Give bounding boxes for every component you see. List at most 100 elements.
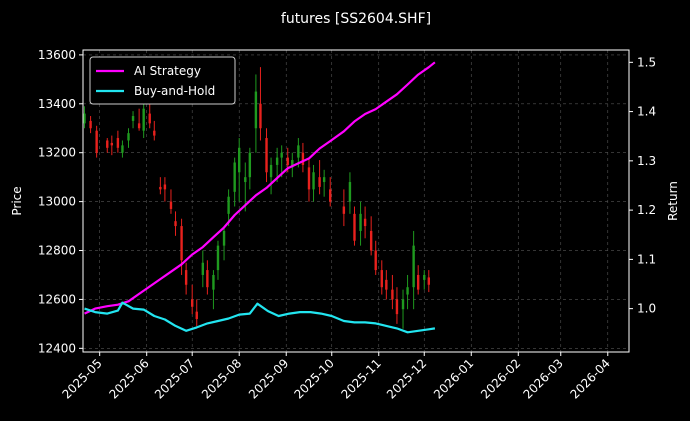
candle xyxy=(148,103,151,129)
candle xyxy=(233,157,236,207)
candle-body xyxy=(127,133,130,141)
candle-body xyxy=(265,138,268,173)
candle xyxy=(342,189,346,227)
candle-body xyxy=(121,145,124,153)
candle xyxy=(110,135,114,156)
candle-body xyxy=(395,299,399,315)
candle xyxy=(238,138,241,202)
candle-body xyxy=(191,299,194,307)
chart-title: futures [SS2604.SHF] xyxy=(281,11,431,27)
y-right-tick-label: 1.3 xyxy=(637,154,656,168)
y-right-tick-label: 1.5 xyxy=(637,55,656,69)
candle-body xyxy=(412,245,415,288)
y-left-tick-label: 12400 xyxy=(38,341,76,355)
candle-body xyxy=(137,123,141,129)
candle xyxy=(254,74,258,153)
candle-body xyxy=(238,147,241,173)
candle-body xyxy=(142,108,145,131)
candle-body xyxy=(206,270,209,288)
candle xyxy=(395,287,399,324)
candle xyxy=(222,226,226,261)
candle-body xyxy=(212,274,215,290)
candle xyxy=(423,270,426,290)
buy-and-holdline xyxy=(84,301,436,334)
candle-body xyxy=(353,213,356,241)
y-right-tick-label: 1.2 xyxy=(637,203,656,217)
candle-body xyxy=(380,270,383,288)
candle-body xyxy=(369,230,373,251)
candle xyxy=(385,270,388,300)
candle xyxy=(374,240,377,275)
candle-body xyxy=(385,279,388,290)
ai-strategyline xyxy=(84,61,436,315)
candle xyxy=(322,169,326,197)
candle-body xyxy=(201,262,205,275)
candle xyxy=(359,201,362,246)
candle xyxy=(307,157,311,202)
candle xyxy=(116,130,120,153)
candle xyxy=(195,299,198,327)
candle xyxy=(269,157,273,195)
candle-body xyxy=(348,182,352,202)
y-axis-left: 12400 12600 12800 13000 13200 13400 13600 xyxy=(38,48,83,355)
candle-body xyxy=(406,287,409,295)
candle-body xyxy=(416,274,420,290)
candle-body xyxy=(131,116,135,121)
y-axis-left-label: Price xyxy=(10,186,24,215)
legend-label: Buy-and-Hold xyxy=(134,84,215,98)
candle-body xyxy=(275,157,279,165)
candle xyxy=(163,177,167,202)
legend-label: AI Strategy xyxy=(134,64,201,78)
candle-body xyxy=(374,250,377,271)
candle-body xyxy=(153,130,156,136)
candle xyxy=(427,270,430,293)
y-left-tick-label: 13200 xyxy=(38,146,76,160)
candle-body xyxy=(312,172,315,190)
y-right-tick-label: 1.4 xyxy=(637,105,656,119)
y-left-tick-label: 13000 xyxy=(38,195,76,209)
candle xyxy=(244,162,247,212)
candle xyxy=(206,260,209,295)
candle-body xyxy=(148,113,151,124)
candle xyxy=(83,106,86,129)
plot-frame xyxy=(82,49,630,353)
candle-body xyxy=(427,277,430,285)
candle xyxy=(380,260,383,295)
candle xyxy=(412,230,415,310)
legend-box xyxy=(89,56,236,105)
candle xyxy=(369,216,373,256)
y-axis-right-label: Return xyxy=(666,181,680,221)
candle xyxy=(353,206,356,246)
candle xyxy=(416,265,420,295)
candle-body xyxy=(401,299,405,310)
candle xyxy=(275,147,279,183)
candle xyxy=(142,103,145,139)
candle-body xyxy=(359,213,362,231)
candle xyxy=(184,262,188,295)
candle-body xyxy=(95,130,98,153)
candle-body xyxy=(286,157,289,165)
legend: AI Strategy Buy-and-Hold xyxy=(89,56,236,105)
candle-body xyxy=(423,274,426,280)
candle-body xyxy=(318,177,321,187)
candle-body xyxy=(180,226,183,261)
candle xyxy=(191,284,194,315)
candle xyxy=(318,160,321,195)
candlestick-series xyxy=(83,67,430,329)
candle xyxy=(280,145,283,178)
candle-body xyxy=(254,91,258,129)
y-left-tick-label: 13600 xyxy=(38,48,76,62)
candle-body xyxy=(280,152,283,158)
candle xyxy=(216,240,220,280)
candle-body xyxy=(227,196,230,214)
candle-body xyxy=(163,184,167,190)
y-left-tick-label: 12600 xyxy=(38,292,76,306)
candle xyxy=(227,189,230,227)
candle-body xyxy=(363,218,367,227)
y-left-tick-label: 13400 xyxy=(38,97,76,111)
candle-body xyxy=(291,160,294,168)
return-lines xyxy=(84,61,436,334)
candle-body xyxy=(110,142,114,146)
candle-body xyxy=(169,201,173,209)
